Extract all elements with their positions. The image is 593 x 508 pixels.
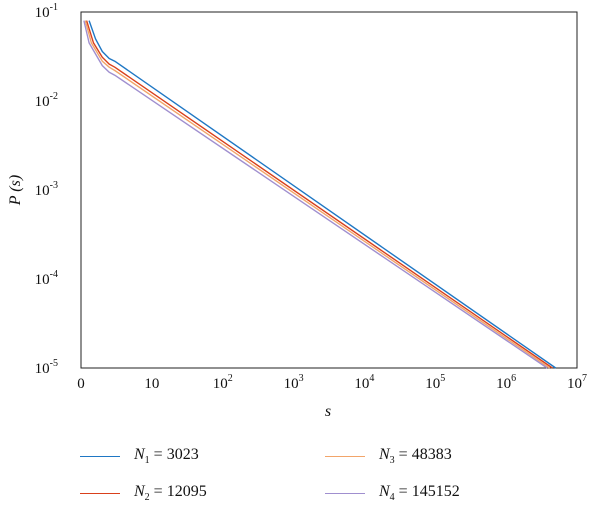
series-line-n3 [84,20,550,369]
series-line-n1 [88,20,557,369]
x-tick-label: 0 [77,376,85,392]
x-tick-label: 10 [144,376,159,392]
plot-frame [80,11,578,369]
x-tick-label: 106 [496,373,516,392]
x-tick-label: 104 [354,373,374,392]
y-tick-label: 10-2 [35,91,58,110]
series-line-n4 [83,20,548,369]
y-tick-label: 10-1 [35,2,58,21]
y-tick-label: 10-4 [35,269,58,288]
series-line-n2 [85,20,553,369]
x-tick-label: 103 [284,373,304,392]
y-tick-label: 10-5 [35,358,58,377]
x-tick-label: 107 [567,373,587,392]
y-tick-label: 10-3 [35,180,58,199]
plot-area: 0 10 102 103 104 105 106 107 10-1 10-2 10-3 10-4 10-… [7,2,587,420]
y-axis-title: P (s) [7,175,24,206]
x-axis-title: s [325,403,331,420]
x-tick-label: 105 [425,373,445,392]
x-tick-label: 102 [213,373,233,392]
